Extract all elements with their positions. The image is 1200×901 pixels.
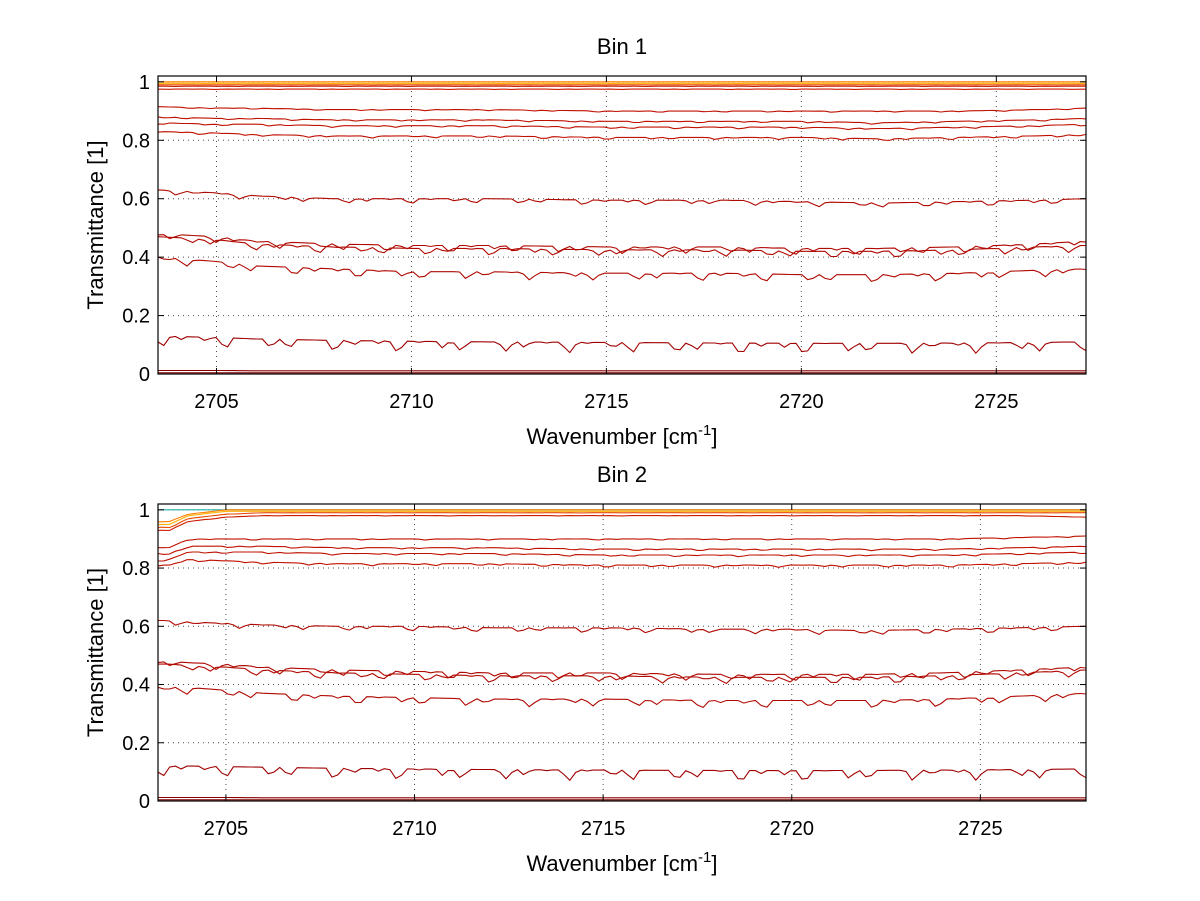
series-line (157, 686, 1087, 709)
y-axis-label: Transmittance [1] (83, 568, 108, 737)
x-axis-label: Wavenumber [cm-1] (526, 422, 717, 449)
series-line (158, 619, 1087, 636)
x-tick-label: 2715 (581, 818, 626, 840)
series-line (158, 663, 1087, 685)
x-tick-label: 2710 (392, 818, 437, 840)
y-tick-label: 1 (139, 500, 150, 522)
x-tick-label: 2715 (584, 391, 629, 413)
series-line (157, 559, 1087, 568)
y-tick-label: 0 (139, 364, 150, 386)
series-line (157, 765, 1087, 782)
x-tick-label: 2725 (958, 818, 1003, 840)
axes-frame (157, 503, 1087, 802)
series-line (157, 189, 1087, 208)
x-axis-label-text: Wavenumber [cm (526, 424, 698, 449)
axes-frame (157, 75, 1087, 375)
subplot-bin-2: 2705 2710 2715 2720 2725 0 0.2 0.4 0.6 0.8 1 Bin 2… (83, 462, 1087, 876)
x-tick-label: 2725 (974, 391, 1019, 413)
series-line (157, 335, 1087, 355)
x-axis-label-superscript: -1 (698, 422, 711, 439)
y-tick-label: 0.2 (122, 306, 150, 328)
subplot-bin-1: 2705 2710 2715 2720 2725 0 0.2 0.4 0.6 0.8 1 Bin 1… (83, 34, 1087, 449)
series-line (157, 545, 1087, 555)
series-line (157, 131, 1087, 142)
y-tick-label: 0.6 (122, 616, 150, 638)
series-line (158, 535, 1087, 549)
series-line (157, 122, 1087, 131)
x-axis-label: Wavenumber [cm-1] (526, 849, 717, 876)
y-tick-label: 0.4 (122, 247, 150, 269)
series-line (157, 661, 1087, 681)
x-tick-label: 2720 (770, 818, 815, 840)
x-tick-label: 2710 (389, 391, 434, 413)
series-line (157, 236, 1087, 258)
y-tick-label: 0.8 (122, 558, 150, 580)
series-line (158, 510, 1086, 525)
y-tick-label: 0.4 (122, 675, 150, 697)
x-axis-label-tail: ] (711, 851, 717, 876)
series-line (158, 515, 1087, 532)
y-tick-label: 0.8 (122, 130, 150, 152)
series-line (157, 116, 1087, 125)
x-axis-label-text: Wavenumber [cm (526, 851, 698, 876)
chart-title: Bin 1 (597, 34, 647, 59)
series-line (157, 106, 1087, 113)
y-tick-label: 0.2 (122, 733, 150, 755)
series-line (157, 551, 1087, 562)
x-tick-label: 2705 (194, 391, 239, 413)
y-axis-label: Transmittance [1] (83, 140, 108, 309)
x-tick-label: 2720 (779, 391, 824, 413)
y-tick-label: 0.6 (122, 189, 150, 211)
series-line (157, 509, 1086, 523)
series-line (158, 512, 1086, 529)
x-axis-label-superscript: -1 (698, 849, 711, 866)
series-line (157, 256, 1087, 283)
x-axis-label-tail: ] (711, 424, 717, 449)
y-tick-label: 0 (139, 791, 150, 813)
series-line (157, 234, 1087, 255)
y-tick-label: 1 (139, 72, 150, 94)
x-tick-label: 2705 (204, 818, 249, 840)
chart-title: Bin 2 (597, 462, 647, 487)
